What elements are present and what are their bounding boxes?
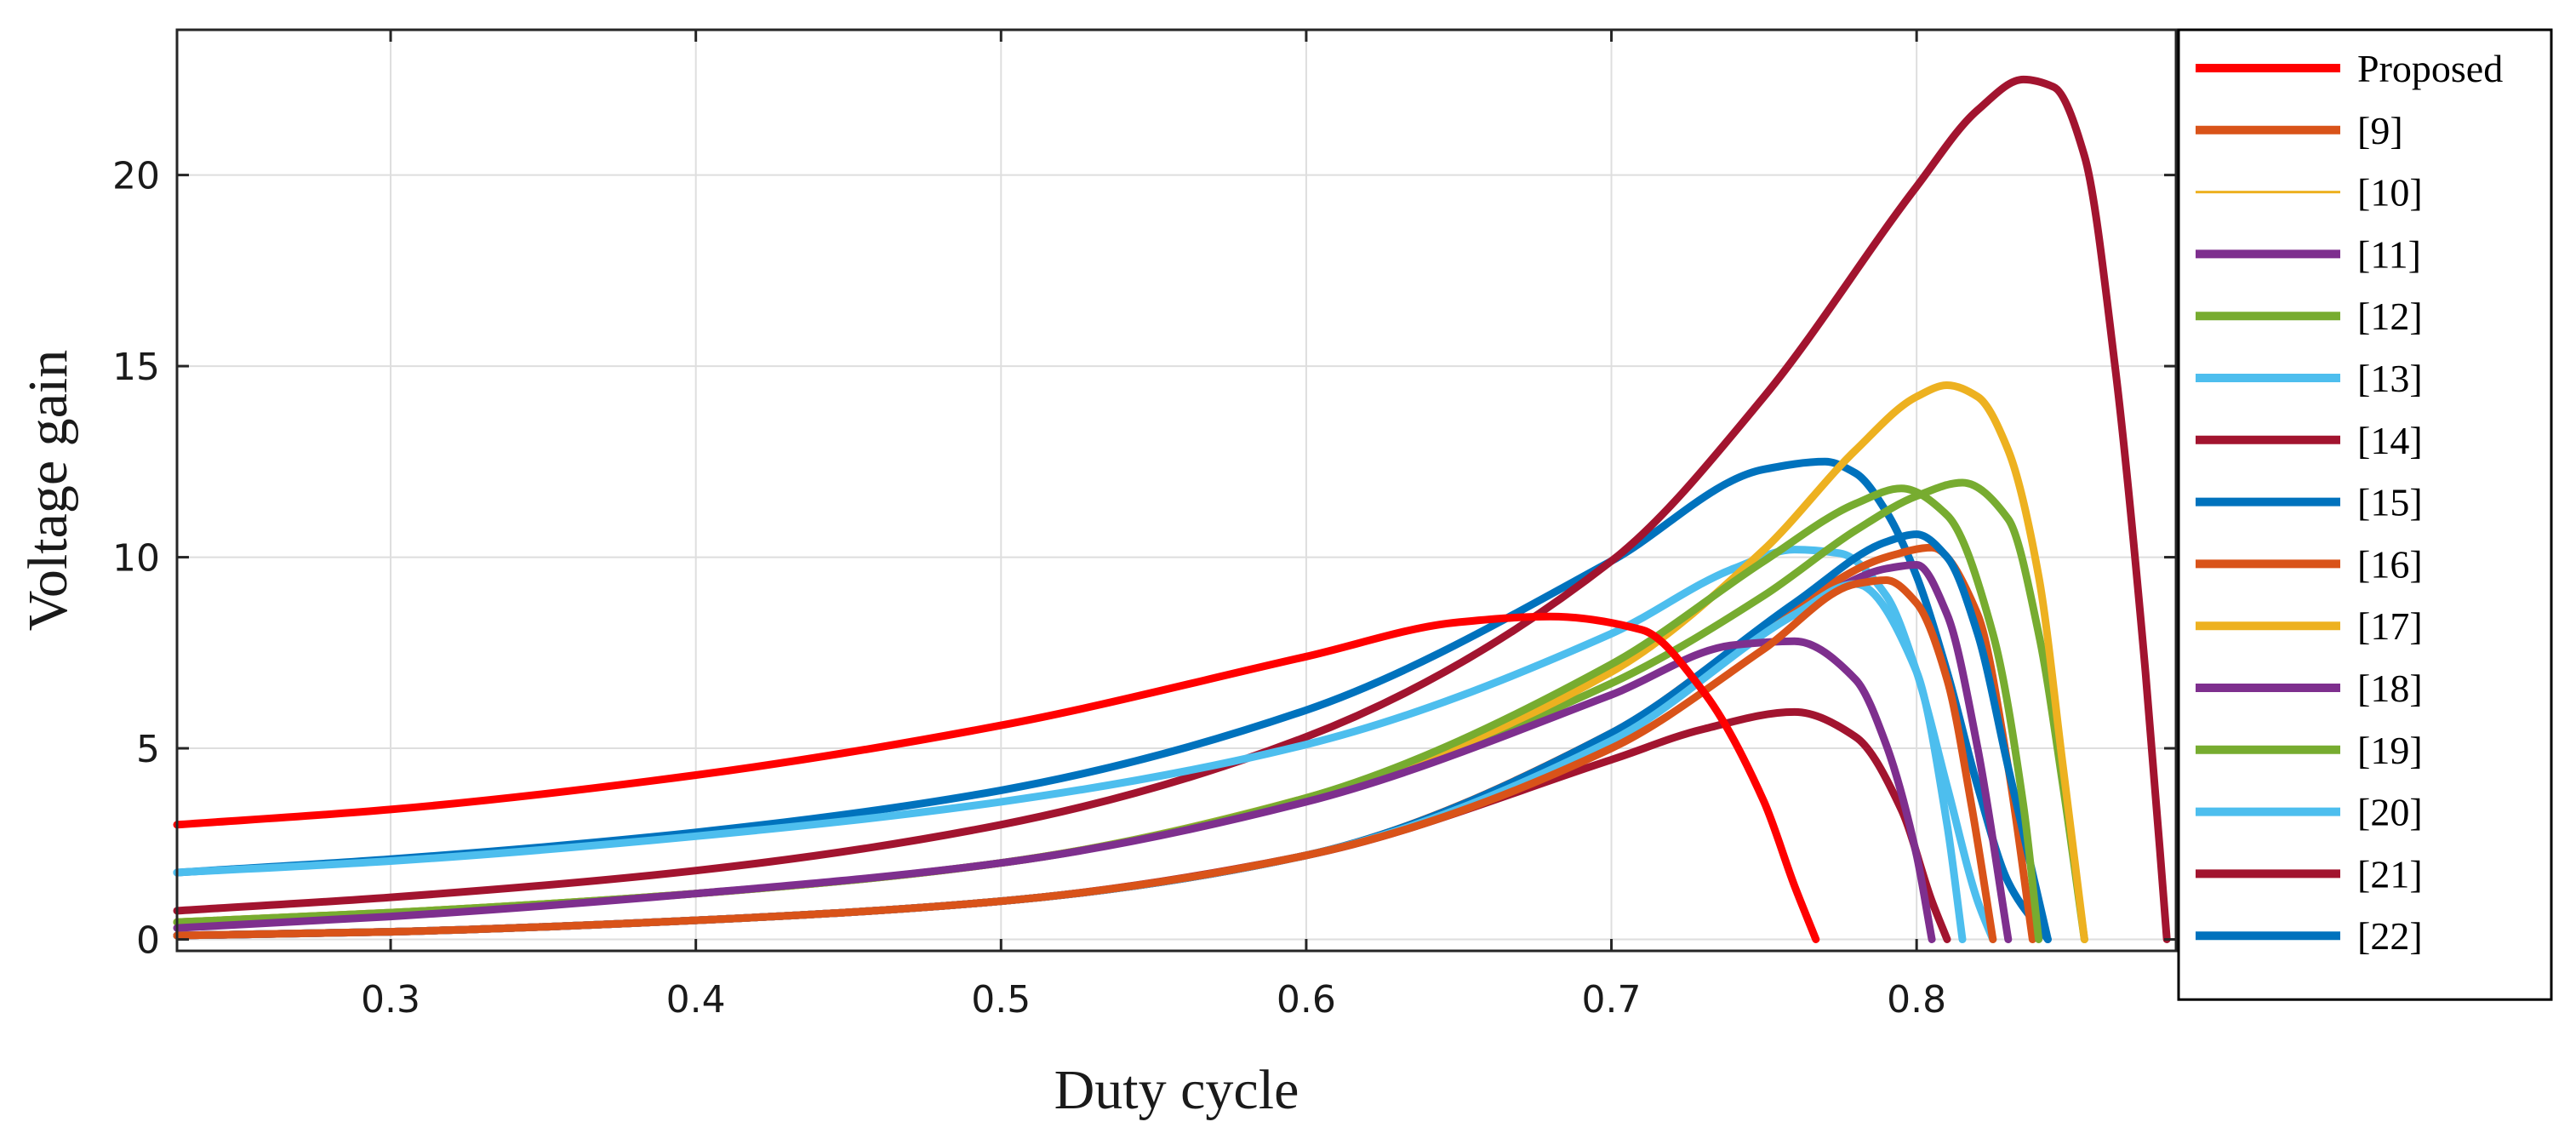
legend-label-12: [12]	[2357, 295, 2423, 338]
legend-label-14: [14]	[2357, 419, 2423, 462]
x-tick-label: 0.6	[1277, 978, 1336, 1022]
y-axis-label: Voltage gain	[17, 350, 79, 632]
legend-label-proposed: Proposed	[2357, 47, 2503, 90]
plot-frame	[175, 28, 2178, 953]
x-tick-label: 0.3	[361, 978, 420, 1022]
legend-label-13: [13]	[2357, 357, 2423, 400]
legend-label-15: [15]	[2357, 481, 2423, 524]
x-axis-label: Duty cycle	[1054, 1059, 1299, 1121]
x-tick-label: 0.4	[666, 978, 726, 1022]
legend-label-17: [17]	[2357, 604, 2423, 648]
legend-label-19: [19]	[2357, 729, 2423, 772]
y-tick-label: 0	[136, 919, 160, 963]
legend-label-21: [21]	[2357, 852, 2423, 896]
series-line-11	[173, 637, 1936, 943]
series-line-proposed	[173, 612, 1820, 943]
legend-label-18: [18]	[2357, 667, 2423, 710]
y-tick-label: 15	[112, 346, 160, 389]
x-tick-label: 0.7	[1582, 978, 1642, 1022]
y-ticks: 0 5 10 15 20	[112, 155, 2176, 963]
series-lines	[173, 75, 2171, 943]
legend-label-16: [16]	[2357, 542, 2423, 586]
series-line-9	[173, 576, 1997, 943]
series-line-21	[173, 75, 2171, 943]
y-tick-label: 10	[112, 537, 160, 581]
y-tick-label: 20	[112, 155, 160, 198]
legend-label-9: [9]	[2357, 109, 2403, 152]
legend: Proposed [9] [10] [11] [12] [13] [14] [15] [16] […	[2177, 28, 2553, 1001]
legend-label-11: [11]	[2357, 232, 2421, 276]
x-tick-label: 0.5	[971, 978, 1031, 1022]
grid-lines	[177, 30, 2176, 951]
legend-label-22: [22]	[2357, 914, 2423, 958]
x-tick-label: 0.8	[1887, 978, 1946, 1022]
legend-label-10: [10]	[2357, 171, 2423, 215]
legend-label-20: [20]	[2357, 791, 2423, 834]
y-tick-label: 5	[136, 728, 160, 771]
x-ticks: 0.3 0.4 0.5 0.6 0.7 0.8	[361, 30, 1946, 1022]
